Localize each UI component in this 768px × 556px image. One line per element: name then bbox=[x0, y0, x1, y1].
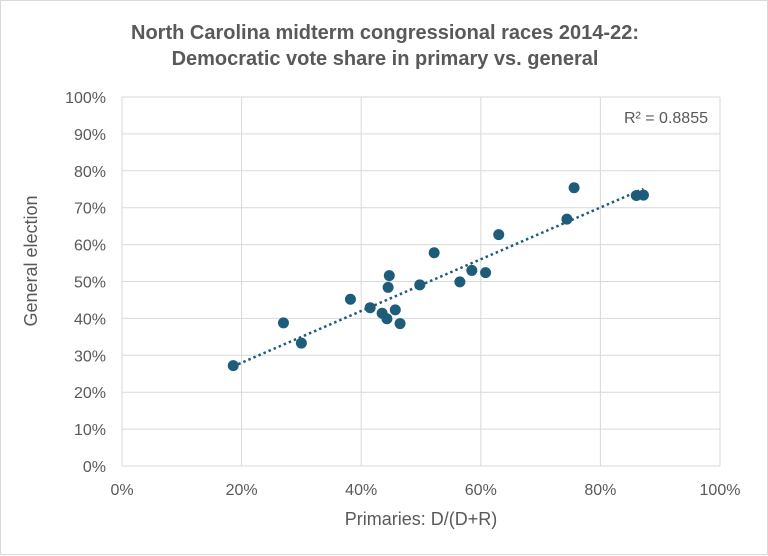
data-point bbox=[382, 281, 394, 293]
data-point bbox=[480, 267, 492, 279]
x-tick-label: 0% bbox=[110, 482, 133, 499]
data-point bbox=[389, 304, 401, 316]
data-point bbox=[428, 247, 440, 259]
chart-title-line-2: Democratic vote share in primary vs. gen… bbox=[172, 48, 599, 70]
y-tick-label: 40% bbox=[74, 311, 106, 328]
y-tick-label: 60% bbox=[74, 238, 106, 255]
data-point bbox=[568, 182, 580, 194]
data-point bbox=[227, 360, 239, 372]
data-point bbox=[295, 337, 307, 349]
data-point bbox=[344, 293, 356, 305]
r-squared-label: R² = 0.8855 bbox=[624, 110, 708, 127]
x-tick-label: 80% bbox=[584, 482, 616, 499]
chart-title-line-1: North Carolina midterm congressional rac… bbox=[131, 22, 639, 44]
data-point bbox=[493, 229, 505, 241]
trendline-layer bbox=[232, 187, 644, 368]
x-axis-title: Primaries: D/(D+R) bbox=[345, 509, 498, 529]
y-tick-label: 90% bbox=[74, 127, 106, 144]
data-point bbox=[414, 279, 426, 291]
data-point bbox=[383, 270, 395, 282]
x-tick-label: 60% bbox=[465, 482, 497, 499]
x-tick-label: 20% bbox=[226, 482, 258, 499]
y-tick-label: 50% bbox=[74, 275, 106, 292]
y-tick-label: 30% bbox=[74, 348, 106, 365]
tick-labels: 0% 10% 20% 30% 40% 50% 60% 70% 80% 90% 100% 0% 20% 40… bbox=[65, 90, 740, 499]
y-tick-label: 100% bbox=[65, 90, 106, 107]
data-points bbox=[227, 182, 649, 372]
data-point bbox=[561, 213, 573, 225]
y-tick-label: 10% bbox=[74, 422, 106, 439]
data-point bbox=[277, 317, 289, 329]
y-tick-label: 70% bbox=[74, 201, 106, 218]
data-point bbox=[466, 264, 478, 276]
data-point bbox=[394, 318, 406, 330]
y-tick-label: 0% bbox=[83, 459, 106, 476]
x-tick-label: 100% bbox=[700, 482, 741, 499]
trendline bbox=[232, 187, 644, 368]
y-tick-label: 20% bbox=[74, 385, 106, 402]
y-axis-title: General election bbox=[21, 195, 41, 326]
data-point bbox=[381, 313, 393, 325]
data-point bbox=[637, 189, 649, 201]
x-tick-label: 40% bbox=[345, 482, 377, 499]
data-point bbox=[454, 276, 466, 288]
y-tick-label: 80% bbox=[74, 164, 106, 181]
data-point bbox=[364, 302, 376, 314]
